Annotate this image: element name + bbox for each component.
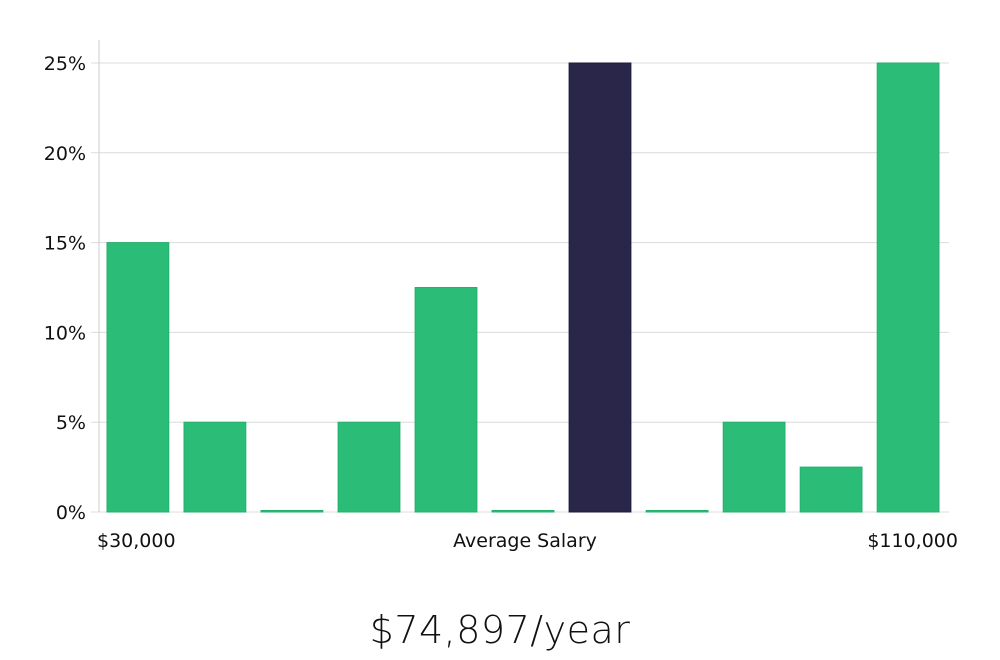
bar bbox=[799, 466, 863, 513]
y-tick-label: 10% bbox=[44, 322, 86, 344]
bar bbox=[260, 510, 324, 513]
y-tick-label: 5% bbox=[56, 412, 86, 434]
x-axis-title: Average Salary bbox=[453, 530, 597, 552]
x-axis-max-label: $110,000 bbox=[867, 530, 958, 552]
y-tick-label: 25% bbox=[44, 53, 86, 75]
salary-histogram: 0%5%10%15%20%25% $30,000 Average Salary … bbox=[44, 40, 958, 552]
y-tick-label: 15% bbox=[44, 233, 86, 255]
y-tick-label: 0% bbox=[56, 502, 86, 524]
y-axis-tick-labels: 0% 5% 10% 15% 20% 25% bbox=[44, 53, 86, 524]
bar bbox=[491, 510, 555, 513]
average-salary-value: $74,897/year bbox=[369, 608, 631, 652]
bars bbox=[106, 62, 940, 513]
bar bbox=[645, 510, 709, 513]
y-tick-label: 20% bbox=[44, 143, 86, 165]
bar bbox=[183, 421, 247, 513]
bar bbox=[337, 421, 401, 513]
bar bbox=[414, 287, 478, 513]
bar bbox=[722, 421, 786, 513]
bar bbox=[876, 62, 940, 513]
x-axis-min-label: $30,000 bbox=[97, 530, 176, 552]
bar-highlighted bbox=[568, 62, 632, 513]
bar bbox=[106, 242, 170, 513]
